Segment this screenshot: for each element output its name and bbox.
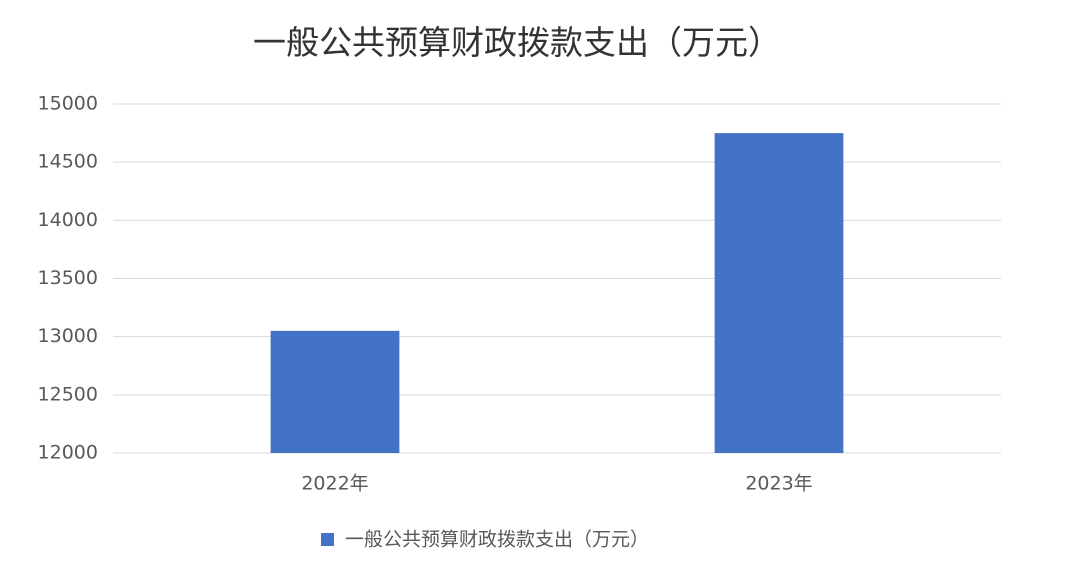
chart-title: 一般公共预算财政拨款支出（万元） xyxy=(253,23,781,62)
bar xyxy=(714,133,844,454)
y-tick-label: 13500 xyxy=(38,267,98,289)
legend-label: 一般公共预算财政拨款支出（万元） xyxy=(345,529,649,551)
y-tick-label: 14000 xyxy=(38,209,98,231)
legend-swatch xyxy=(321,533,334,546)
y-tick-label: 12500 xyxy=(38,383,98,405)
y-tick-label: 14500 xyxy=(38,151,98,173)
y-tick-label: 15000 xyxy=(38,93,98,115)
x-tick-label: 2023年 xyxy=(745,473,812,495)
x-tick-label: 2022年 xyxy=(301,473,368,495)
bar xyxy=(270,330,400,453)
y-tick-label: 13000 xyxy=(38,325,98,347)
y-tick-label: 12000 xyxy=(38,442,98,464)
